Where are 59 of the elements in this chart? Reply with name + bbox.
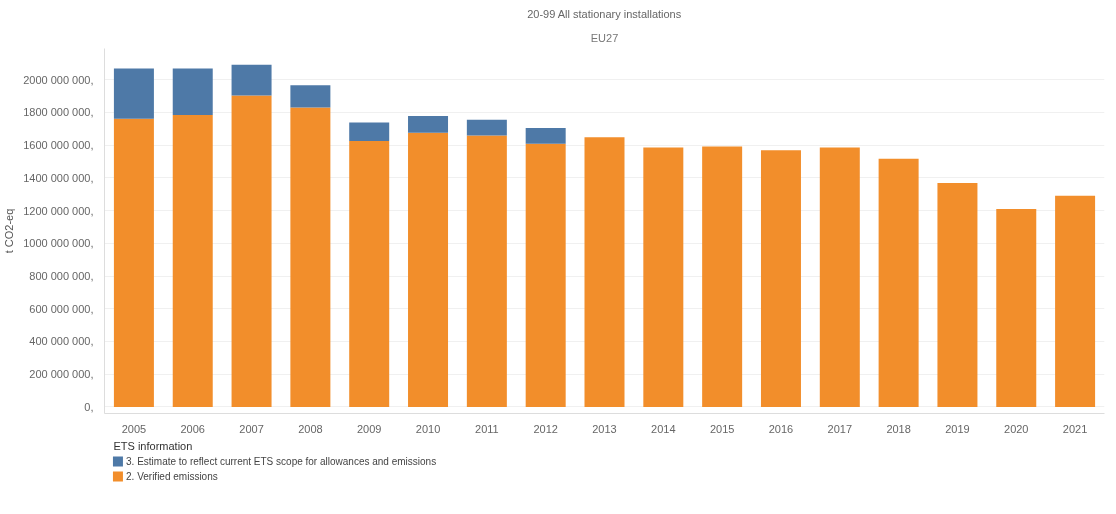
legend-title: ETS information xyxy=(113,439,193,452)
y-tick-label: 1000 000 000, xyxy=(23,237,94,250)
bar xyxy=(290,107,331,407)
x-tick-label: 2006 xyxy=(180,422,205,435)
x-tick-label: 2019 xyxy=(945,422,970,435)
bar xyxy=(231,64,272,96)
x-tick-label: 2016 xyxy=(768,422,794,435)
bar xyxy=(643,147,684,407)
x-tick-label: 2007 xyxy=(239,422,264,435)
y-tick-label: 600 000 000, xyxy=(29,302,94,315)
bar xyxy=(878,158,919,407)
y-tick-label: 1400 000 000, xyxy=(23,171,94,184)
legend-label: 3. Estimate to reflect current ETS scope for allowances and emissions xyxy=(126,456,437,467)
bar xyxy=(584,137,625,407)
bar xyxy=(819,147,860,407)
y-tick-label: 800 000 000, xyxy=(29,270,94,283)
chart-subtitle: EU27 xyxy=(590,31,619,44)
y-tick-label: 200 000 000, xyxy=(29,368,94,381)
bar xyxy=(231,95,272,407)
y-tick-label: 400 000 000, xyxy=(29,335,94,348)
x-tick-label: 2009 xyxy=(356,422,382,435)
x-tick-label: 2020 xyxy=(1004,422,1029,435)
bar xyxy=(290,85,331,108)
bar xyxy=(525,128,566,144)
bar xyxy=(760,150,801,407)
x-tick-label: 2011 xyxy=(475,422,499,435)
bar xyxy=(349,122,390,141)
x-tick-label: 2010 xyxy=(415,422,441,435)
bar xyxy=(349,140,390,407)
bar xyxy=(408,132,449,407)
x-tick-label: 2013 xyxy=(592,422,617,435)
legend-label: 2. Verified emissions xyxy=(126,471,218,482)
bar xyxy=(113,68,154,119)
bar xyxy=(172,68,213,115)
x-tick-label: 2014 xyxy=(651,422,676,435)
y-tick-label: 0, xyxy=(84,400,94,413)
bar xyxy=(466,119,507,136)
bar xyxy=(937,182,978,407)
x-tick-label: 2018 xyxy=(886,422,911,435)
y-tick-label: 1200 000 000, xyxy=(23,204,94,217)
bar xyxy=(1055,195,1096,407)
x-tick-label: 2005 xyxy=(121,422,147,435)
y-tick-label: 1600 000 000, xyxy=(23,139,94,152)
bar xyxy=(408,115,449,133)
bar xyxy=(172,114,213,407)
x-tick-label: 2021 xyxy=(1062,422,1088,435)
bar xyxy=(996,208,1037,407)
y-tick-label: 2000 000 000, xyxy=(23,73,94,86)
bar xyxy=(702,146,743,407)
x-tick-label: 2012 xyxy=(533,422,558,435)
chart-title: 20-99 All stationary installations xyxy=(527,7,682,20)
bar xyxy=(525,143,566,407)
x-tick-label: 2015 xyxy=(709,422,735,435)
x-tick-label: 2008 xyxy=(298,422,323,435)
y-tick-label: 1800 000 000, xyxy=(23,106,94,119)
y-axis-title: t CO2-eq xyxy=(3,208,16,254)
bar xyxy=(113,118,154,407)
bar xyxy=(466,135,507,407)
x-tick-label: 2017 xyxy=(827,422,853,435)
